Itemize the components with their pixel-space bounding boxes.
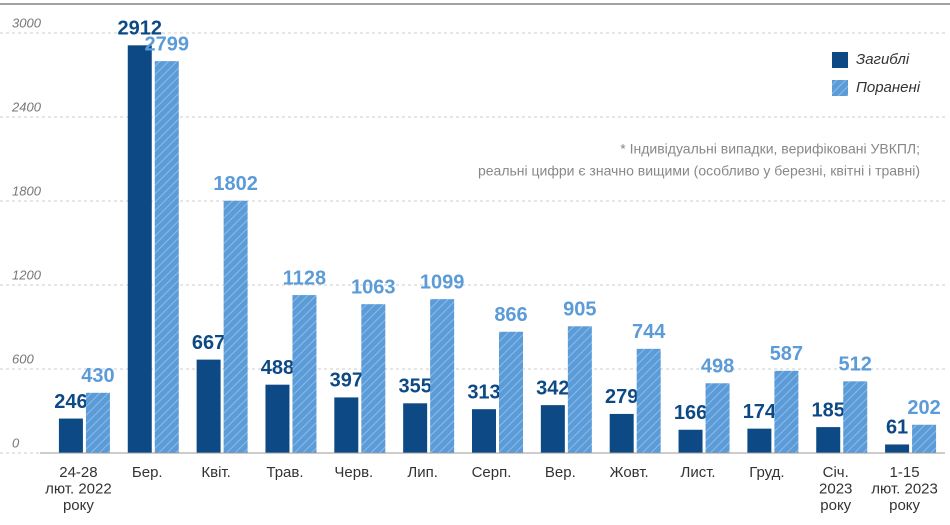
value-label: 667 <box>192 332 225 354</box>
annotation: реальні цифри є значно вищими (особливо … <box>478 163 920 179</box>
value-label: 512 <box>839 354 872 376</box>
bar <box>403 403 428 453</box>
bar <box>292 295 317 453</box>
value-label: 1802 <box>213 173 258 195</box>
bar <box>774 370 799 453</box>
bar <box>912 424 937 453</box>
x-tick-label: Трав. <box>266 464 303 481</box>
bar <box>843 381 868 453</box>
value-label: 1099 <box>420 271 465 293</box>
y-tick-label: 0 <box>12 435 20 450</box>
bar <box>223 200 248 453</box>
value-label: 279 <box>605 386 638 408</box>
bar <box>472 409 496 453</box>
value-label: 313 <box>467 381 500 403</box>
bar <box>196 359 221 453</box>
y-tick-label: 2400 <box>11 99 42 114</box>
bar <box>58 418 83 453</box>
value-label: 174 <box>743 401 777 423</box>
bar <box>609 413 634 453</box>
value-label: 498 <box>701 356 734 378</box>
x-tick-label: Січ. 2023 року <box>819 464 852 514</box>
value-label: 1063 <box>351 276 396 298</box>
bar <box>885 444 910 453</box>
value-label: 355 <box>398 376 431 398</box>
value-label: 430 <box>81 365 114 387</box>
x-tick-label: Бер. <box>132 464 163 481</box>
annotation: * Індивідуальні випадки, верифіковані УВ… <box>620 141 920 157</box>
bar <box>430 299 455 453</box>
value-label: 342 <box>536 377 569 399</box>
value-label: 587 <box>770 343 803 365</box>
x-tick-label: Серп. <box>472 464 512 481</box>
bar <box>816 427 841 453</box>
y-tick-label: 3000 <box>12 15 42 30</box>
bar <box>499 331 523 453</box>
bar <box>334 397 359 453</box>
y-tick-label: 1800 <box>12 183 42 198</box>
value-label: 1128 <box>283 267 326 289</box>
value-label: 185 <box>812 399 845 421</box>
bar <box>127 45 152 453</box>
bar <box>567 326 592 453</box>
x-tick-label: Вер. <box>545 464 576 481</box>
value-label: 488 <box>261 357 294 379</box>
value-label: 2912 <box>118 18 163 40</box>
bar <box>678 429 703 453</box>
bar <box>361 304 386 453</box>
value-label: 61 <box>886 417 908 439</box>
bar <box>705 383 730 453</box>
x-tick-label: Лист. <box>680 464 715 481</box>
bar <box>636 348 661 453</box>
x-tick-label: Жовт. <box>610 464 649 481</box>
value-label: 166 <box>674 402 707 424</box>
legend-label: Загиблі <box>856 51 910 68</box>
x-tick-label: 24-28 лют. 2022 року <box>45 464 112 514</box>
value-label: 2799 <box>145 33 190 55</box>
x-tick-label: Лип. <box>407 464 438 481</box>
value-label: 866 <box>494 304 527 326</box>
y-tick-label: 1200 <box>12 267 42 282</box>
x-tick-label: Квіт. <box>201 464 230 481</box>
legend-swatch <box>832 52 848 68</box>
x-tick-label: Груд. <box>749 464 784 481</box>
legend-swatch <box>832 80 848 96</box>
bar <box>265 384 290 453</box>
x-tick-label: 1-15 лют. 2023 року <box>871 464 938 514</box>
value-label: 397 <box>330 370 363 392</box>
value-label: 202 <box>907 397 940 419</box>
bar <box>747 428 772 453</box>
x-tick-label: Черв. <box>334 464 373 481</box>
legend-label: Поранені <box>856 79 921 96</box>
y-tick-label: 600 <box>12 351 34 366</box>
bar <box>540 405 565 453</box>
value-label: 905 <box>563 299 596 321</box>
bar <box>154 61 179 453</box>
bar <box>85 392 110 453</box>
value-label: 744 <box>632 321 666 343</box>
value-label: 246 <box>54 391 87 413</box>
